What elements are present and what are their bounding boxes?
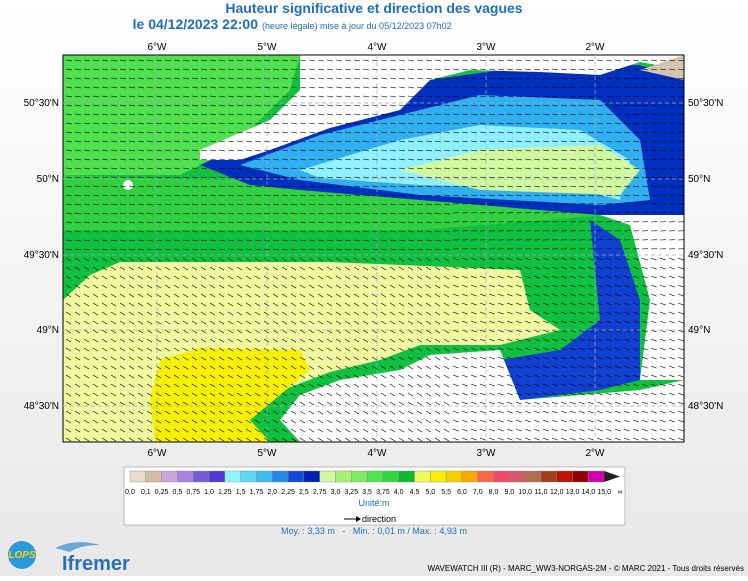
ifremer-text: Ifremer xyxy=(62,553,130,575)
colorbar-label: 3,75 xyxy=(376,489,390,496)
lon-label-top: 3°W xyxy=(477,42,497,53)
lat-label-right: 48°30'N xyxy=(688,401,723,412)
colorbar-label: 12,0 xyxy=(550,489,564,496)
colorbar-label: 7,0 xyxy=(473,489,483,496)
colorbar-label: 8,0 xyxy=(489,489,499,496)
colorbar-label: 5,5 xyxy=(441,489,451,496)
colorbar-label: 0,0 xyxy=(125,489,135,496)
stats: Moy. : 3,33 m - Min. : 0,01 m / Max. : 4… xyxy=(281,526,467,536)
colorbar-cell xyxy=(320,471,336,482)
lon-label-top: 5°W xyxy=(258,42,278,53)
update: (heure légale) mise à jour du 05/12/2023… xyxy=(262,21,452,31)
colorbar-label: 3,5 xyxy=(362,489,372,496)
lon-label-bottom: 2°W xyxy=(586,448,606,459)
colorbar-label: 1,75 xyxy=(250,489,264,496)
colorbar-cell xyxy=(130,471,146,482)
colorbar-cell xyxy=(462,471,478,482)
colorbar-cell xyxy=(494,471,510,482)
colorbar-cell xyxy=(177,471,193,482)
lat-label-right: 50°N xyxy=(688,174,710,185)
colorbar-label: 0,25 xyxy=(155,489,169,496)
colorbar-cell xyxy=(193,471,209,482)
unit: Unité:m xyxy=(358,498,389,508)
colorbar-cell xyxy=(399,471,415,482)
colorbar-label: 0,5 xyxy=(173,489,183,496)
lat-label-right: 49°N xyxy=(688,325,710,336)
colorbar-cell xyxy=(272,471,288,482)
colorbar-label: 1,5 xyxy=(236,489,246,496)
colorbar-cell xyxy=(225,471,241,482)
colorbar-cell xyxy=(367,471,383,482)
colorbar-cell xyxy=(351,471,367,482)
colorbar-label: 6,0 xyxy=(457,489,467,496)
colorbar-cell xyxy=(146,471,162,482)
colorbar-cell xyxy=(256,471,272,482)
lon-label-top: 4°W xyxy=(368,42,388,53)
lon-label-top: 2°W xyxy=(586,42,606,53)
colorbar-cell xyxy=(209,471,225,482)
lat-label-left: 49°N xyxy=(37,325,59,336)
colorbar-label: 4,5 xyxy=(410,489,420,496)
colorbar-cell xyxy=(573,471,589,482)
colorbar-label: 14,0 xyxy=(582,489,596,496)
lon-label-bottom: 3°W xyxy=(477,448,497,459)
colorbar-label: 2,5 xyxy=(299,489,309,496)
colorbar-label: 1,0 xyxy=(204,489,214,496)
colorbar-label: 13,0 xyxy=(566,489,580,496)
lat-label-right: 49°30'N xyxy=(688,250,723,261)
colorbar-cell xyxy=(430,471,446,482)
colorbar-label: 15,0 xyxy=(597,489,611,496)
lops-text: LOPS xyxy=(8,550,36,561)
date: le 04/12/2023 22:00 xyxy=(133,16,259,32)
colorbar-cell xyxy=(383,471,399,482)
island xyxy=(123,180,133,190)
lat-label-left: 50°N xyxy=(37,174,59,185)
colorbar-label: 0,75 xyxy=(186,489,200,496)
colorbar-label: 3,25 xyxy=(344,489,358,496)
lon-label-bottom: 4°W xyxy=(368,448,388,459)
lat-label-left: 48°30'N xyxy=(24,401,59,412)
colorbar-cell xyxy=(557,471,573,482)
lon-label-bottom: 6°W xyxy=(148,448,168,459)
colorbar-label: 2,0 xyxy=(267,489,277,496)
colorbar-label: 10,0 xyxy=(518,489,532,496)
colorbar-label: 4,0 xyxy=(394,489,404,496)
colorbar-cell xyxy=(509,471,525,482)
colorbar-cell xyxy=(241,471,257,482)
colorbar-label: 1,25 xyxy=(218,489,232,496)
colorbar-label: 5,0 xyxy=(425,489,435,496)
colorbar-cell xyxy=(525,471,541,482)
colorbar-cell xyxy=(304,471,320,482)
colorbar-label: 0,1 xyxy=(141,489,151,496)
colorbar-label: 2,25 xyxy=(281,489,295,496)
colorbar-label: 11,0 xyxy=(534,489,547,496)
colorbar-label: ∞ xyxy=(618,489,623,496)
direction-label: direction xyxy=(362,514,396,524)
colorbar-label: 2,75 xyxy=(313,489,327,496)
lat-label-left: 49°30'N xyxy=(24,250,59,261)
colorbar-cell xyxy=(335,471,351,482)
colorbar-cell xyxy=(588,471,604,482)
colorbar-label: 3,0 xyxy=(331,489,341,496)
colorbar-cell xyxy=(478,471,494,482)
lat-label-right: 50°30'N xyxy=(688,98,723,109)
title: Hauteur significative et direction des v… xyxy=(225,0,522,16)
map-field xyxy=(63,55,684,442)
lat-label-left: 50°30'N xyxy=(24,98,59,109)
lon-label-bottom: 5°W xyxy=(258,448,278,459)
colorbar-cell xyxy=(446,471,462,482)
colorbar-cell xyxy=(541,471,557,482)
credits: WAVEWATCH III (R) - MARC_WW3-NORGAS-2M -… xyxy=(428,564,744,573)
colorbar-cell xyxy=(288,471,304,482)
colorbar-label: 9,0 xyxy=(504,489,514,496)
colorbar-cell xyxy=(415,471,431,482)
colorbar-cell xyxy=(162,471,178,482)
lon-label-top: 6°W xyxy=(148,42,168,53)
